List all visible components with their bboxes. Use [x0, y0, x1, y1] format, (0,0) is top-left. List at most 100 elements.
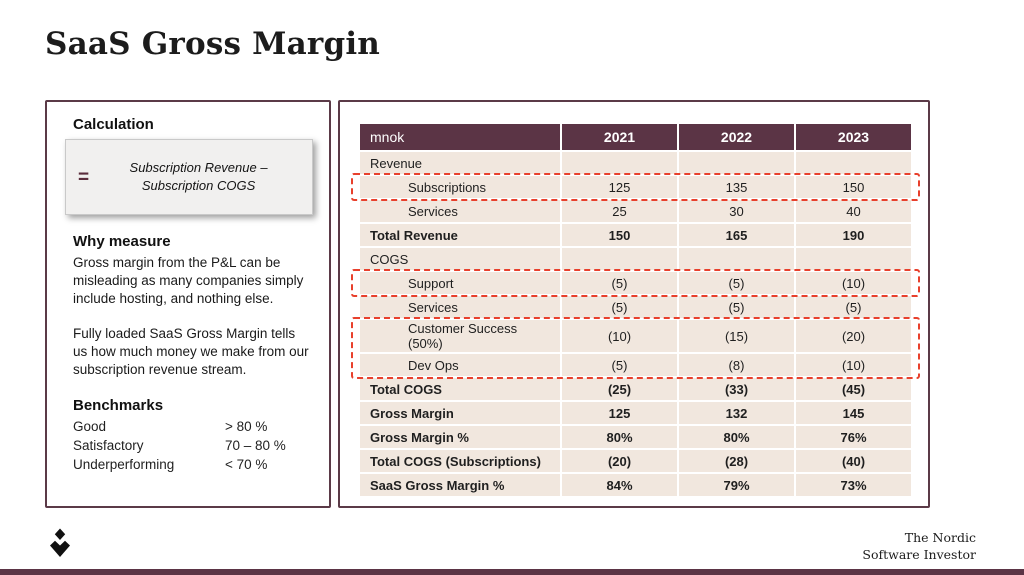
row-label: Customer Success (50%) — [360, 320, 560, 352]
table-row-13: SaaS Gross Margin % 84% 79% 73% — [360, 474, 911, 496]
row-value: (5) — [562, 272, 677, 294]
table-row-7: Customer Success (50%) (10) (15) (20) — [360, 320, 911, 352]
benchmark-row: Good > 80 % — [73, 418, 305, 437]
table-header-year-2023: 2023 — [796, 124, 911, 150]
formula-line-1: Subscription Revenue – — [129, 160, 268, 176]
table-row-3: Total Revenue 150 165 190 — [360, 224, 911, 246]
calculation-heading: Calculation — [73, 116, 154, 133]
formula-text: Subscription Revenue – Subscription COGS — [97, 159, 300, 194]
benchmark-label: Good — [73, 418, 107, 434]
row-label: Total Revenue — [360, 224, 560, 246]
table-panel: mnok 2021 2022 2023 Revenue Subscriptions… — [338, 100, 930, 508]
table-row-12: Total COGS (Subscriptions) (20) (28) (40) — [360, 450, 911, 472]
table-row-1: Subscriptions 125 135 150 — [360, 176, 911, 198]
row-value: 25 — [562, 200, 677, 222]
row-value: (10) — [796, 272, 911, 294]
why-measure-paragraph-2: Fully loaded SaaS Gross Margin tells us … — [73, 326, 309, 378]
footer-brand-line-1: The Nordic — [904, 530, 976, 545]
why-measure-heading: Why measure — [73, 233, 171, 250]
row-label: Services — [360, 296, 560, 318]
table-row-4: COGS — [360, 248, 911, 270]
benchmark-value: 70 – 80 % — [225, 437, 286, 453]
row-label: SaaS Gross Margin % — [360, 474, 560, 496]
table-row-6: Services (5) (5) (5) — [360, 296, 911, 318]
row-value: 132 — [679, 402, 794, 424]
row-value: (33) — [679, 378, 794, 400]
row-value: 125 — [562, 176, 677, 198]
benchmark-row: Satisfactory 70 – 80 % — [73, 437, 305, 456]
row-label: Support — [360, 272, 560, 294]
row-value: (5) — [796, 296, 911, 318]
row-value: 125 — [562, 402, 677, 424]
row-value: (28) — [679, 450, 794, 472]
row-value: 145 — [796, 402, 911, 424]
row-value: 80% — [679, 426, 794, 448]
row-value — [796, 152, 911, 174]
table-body: Revenue Subscriptions 125 135 150 Services 25 3… — [360, 152, 911, 496]
table-header-row: mnok 2021 2022 2023 — [360, 124, 911, 150]
why-measure-paragraph-1: Gross margin from the P&L can be mislead… — [73, 255, 304, 306]
row-value: (5) — [562, 354, 677, 376]
benchmarks-heading: Benchmarks — [73, 396, 164, 414]
row-value: 79% — [679, 474, 794, 496]
row-label: Total COGS — [360, 378, 560, 400]
row-value: (25) — [562, 378, 677, 400]
table-row-0: Revenue — [360, 152, 911, 174]
row-value: 165 — [679, 224, 794, 246]
formula-line-2: Subscription COGS — [141, 178, 256, 193]
footer-brand-text: The Nordic Software Investor — [862, 530, 976, 563]
benchmark-row: Underperforming < 70 % — [73, 456, 305, 475]
table-row-11: Gross Margin % 80% 80% 76% — [360, 426, 911, 448]
row-value — [562, 248, 677, 270]
row-value: 40 — [796, 200, 911, 222]
table-header-unit: mnok — [360, 124, 560, 150]
row-value — [562, 152, 677, 174]
row-value: (5) — [679, 296, 794, 318]
calculation-panel: Calculation = Subscription Revenue – Sub… — [45, 100, 331, 508]
row-value: (10) — [562, 320, 677, 352]
table-row-9: Total COGS (25) (33) (45) — [360, 378, 911, 400]
bottom-accent-bar — [0, 569, 1024, 575]
row-value: 150 — [796, 176, 911, 198]
row-label: Total COGS (Subscriptions) — [360, 450, 560, 472]
row-value: 84% — [562, 474, 677, 496]
table-header-year-2022: 2022 — [679, 124, 794, 150]
formula-box: = Subscription Revenue – Subscription CO… — [65, 139, 313, 215]
row-label: Gross Margin — [360, 402, 560, 424]
row-value: 150 — [562, 224, 677, 246]
row-value: (20) — [796, 320, 911, 352]
benchmark-value: < 70 % — [225, 456, 268, 472]
brand-logo-icon — [47, 528, 73, 558]
row-value: 190 — [796, 224, 911, 246]
row-label: COGS — [360, 248, 560, 270]
table-header-year-2021: 2021 — [562, 124, 677, 150]
row-value: 76% — [796, 426, 911, 448]
table-row-2: Services 25 30 40 — [360, 200, 911, 222]
row-label: Gross Margin % — [360, 426, 560, 448]
row-value: 80% — [562, 426, 677, 448]
row-value: (5) — [679, 272, 794, 294]
row-label: Subscriptions — [360, 176, 560, 198]
row-value: (40) — [796, 450, 911, 472]
footer-brand-line-2: Software Investor — [862, 546, 976, 562]
row-value: (8) — [679, 354, 794, 376]
row-value — [796, 248, 911, 270]
row-value — [679, 248, 794, 270]
row-value: (45) — [796, 378, 911, 400]
benchmark-value: > 80 % — [225, 418, 268, 434]
row-value: 135 — [679, 176, 794, 198]
row-value: (15) — [679, 320, 794, 352]
row-label: Revenue — [360, 152, 560, 174]
benchmark-label: Underperforming — [73, 456, 175, 472]
row-value: 73% — [796, 474, 911, 496]
cogs-table: mnok 2021 2022 2023 Revenue Subscriptions… — [351, 124, 920, 496]
table-row-10: Gross Margin 125 132 145 — [360, 402, 911, 424]
row-label: Dev Ops — [360, 354, 560, 376]
benchmarks-list: Good > 80 % Satisfactory 70 – 80 % Under… — [73, 418, 305, 475]
row-value: 30 — [679, 200, 794, 222]
page-title: SaaS Gross Margin — [45, 26, 381, 62]
row-value: (5) — [562, 296, 677, 318]
table-row-8: Dev Ops (5) (8) (10) — [360, 354, 911, 376]
row-value: (10) — [796, 354, 911, 376]
